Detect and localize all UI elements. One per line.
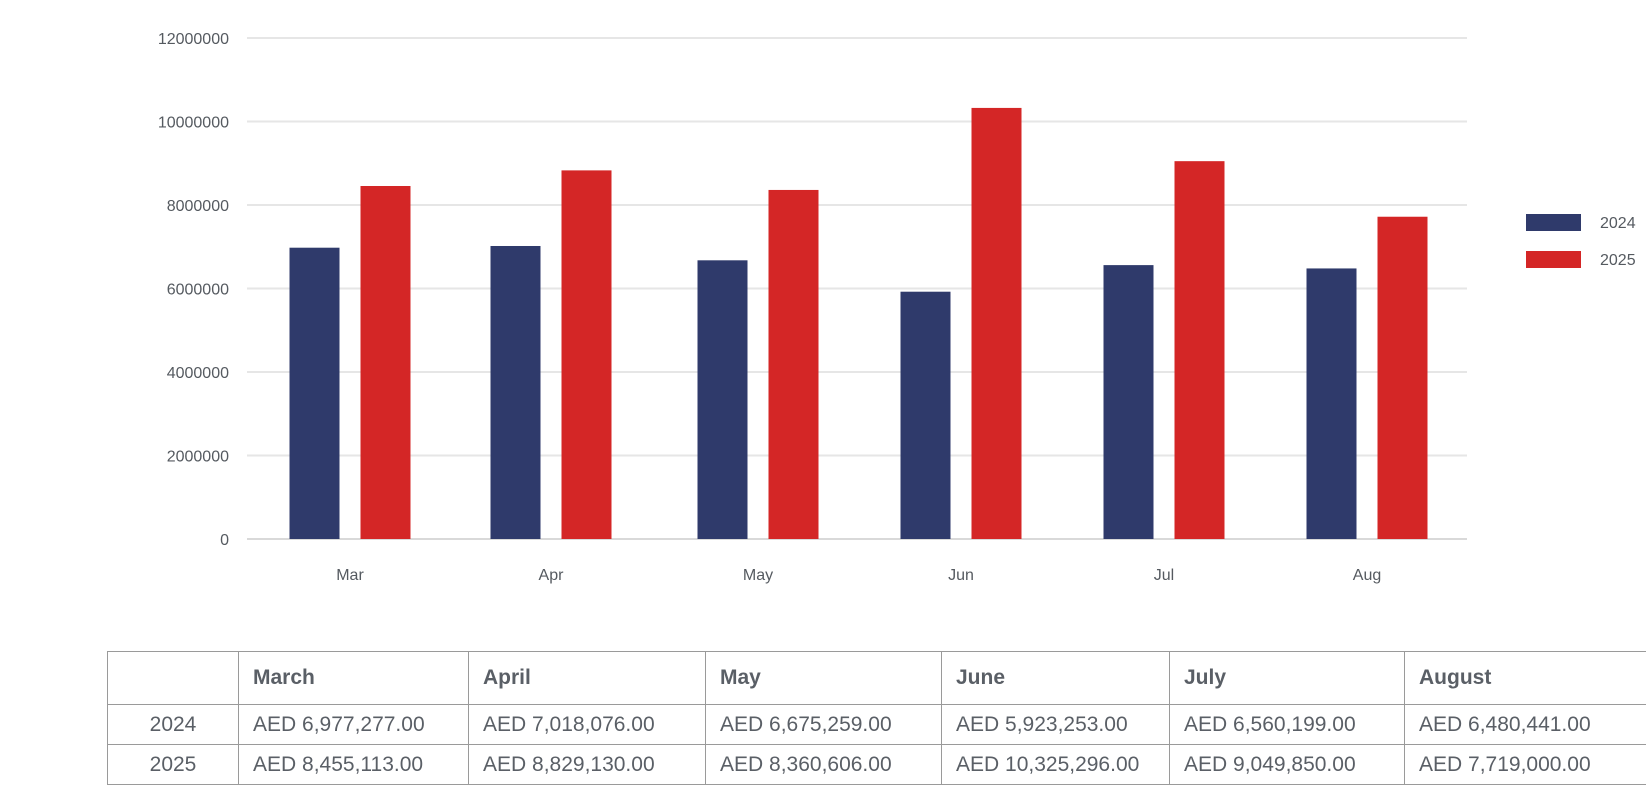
table-cell: AED 10,325,296.00 <box>941 744 1170 785</box>
table-header-cell: July <box>1169 651 1405 705</box>
table-row: 2024 AED 6,977,277.00 AED 7,018,076.00 A… <box>107 704 1646 745</box>
table-cell: AED 7,018,076.00 <box>468 704 706 745</box>
y-tick-label: 6000000 <box>167 282 229 299</box>
legend: 2024 2025 <box>1526 214 1636 269</box>
bar-2025-apr <box>561 170 612 539</box>
y-tick-label: 10000000 <box>158 115 229 132</box>
y-tick-label: 4000000 <box>167 365 229 382</box>
bar-2024-jun <box>900 291 951 539</box>
legend-label: 2025 <box>1600 252 1636 269</box>
table-header-cell: March <box>238 651 469 705</box>
y-tick-label: 12000000 <box>158 31 229 48</box>
x-tick-label: May <box>743 567 773 584</box>
bar-2025-may <box>768 189 819 539</box>
table-cell: AED 7,719,000.00 <box>1404 744 1646 785</box>
data-table: March April May June July August 2024 AE… <box>107 651 1646 785</box>
bar-2024-mar <box>289 247 340 540</box>
legend-swatch <box>1526 251 1581 268</box>
table-cell: AED 8,829,130.00 <box>468 744 706 785</box>
bar-2025-aug <box>1377 216 1428 539</box>
table-cell: AED 8,360,606.00 <box>705 744 942 785</box>
table-header-cell: May <box>705 651 942 705</box>
table-cell: AED 8,455,113.00 <box>238 744 469 785</box>
y-tick-label: 0 <box>220 532 229 549</box>
bar-chart: 0 2000000 4000000 6000000 8000000 10000000 120… <box>158 31 1636 584</box>
bar-2025-jun <box>971 107 1022 540</box>
bar-2025-mar <box>360 185 411 540</box>
y-axis-ticks: 0 2000000 4000000 6000000 8000000 10000000 120… <box>158 31 229 549</box>
table-cell: AED 6,480,441.00 <box>1404 704 1646 745</box>
x-tick-label: Mar <box>336 567 364 584</box>
grid-lines <box>247 37 1467 540</box>
x-tick-label: Jul <box>1154 567 1174 584</box>
y-tick-label: 2000000 <box>167 449 229 466</box>
y-tick-label: 8000000 <box>167 198 229 215</box>
table-header-row: March April May June July August <box>107 651 1646 705</box>
table-row: 2025 AED 8,455,113.00 AED 8,829,130.00 A… <box>107 744 1646 785</box>
table-cell: AED 9,049,850.00 <box>1169 744 1405 785</box>
legend-label: 2024 <box>1600 215 1636 232</box>
row-label: 2024 <box>107 704 239 745</box>
table-cell: AED 6,675,259.00 <box>705 704 942 745</box>
x-tick-label: Jun <box>948 567 974 584</box>
table-header-cell: June <box>941 651 1170 705</box>
legend-swatch <box>1526 214 1581 231</box>
row-label: 2025 <box>107 744 239 785</box>
bar-2024-apr <box>490 245 541 539</box>
bars <box>289 107 1428 540</box>
table-cell: AED 5,923,253.00 <box>941 704 1170 745</box>
x-tick-label: Apr <box>539 567 565 584</box>
x-axis-ticks: Mar Apr May Jun Jul Aug <box>336 567 1381 584</box>
table-header-cell: April <box>468 651 706 705</box>
table-cell: AED 6,560,199.00 <box>1169 704 1405 745</box>
bar-2024-may <box>697 260 748 539</box>
bar-2024-jul <box>1103 265 1154 539</box>
bar-2024-aug <box>1306 268 1357 539</box>
table-header-cell: August <box>1404 651 1646 705</box>
bar-2025-jul <box>1174 161 1225 539</box>
x-tick-label: Aug <box>1353 567 1381 584</box>
table-cell: AED 6,977,277.00 <box>238 704 469 745</box>
table-header-cell <box>107 651 239 705</box>
